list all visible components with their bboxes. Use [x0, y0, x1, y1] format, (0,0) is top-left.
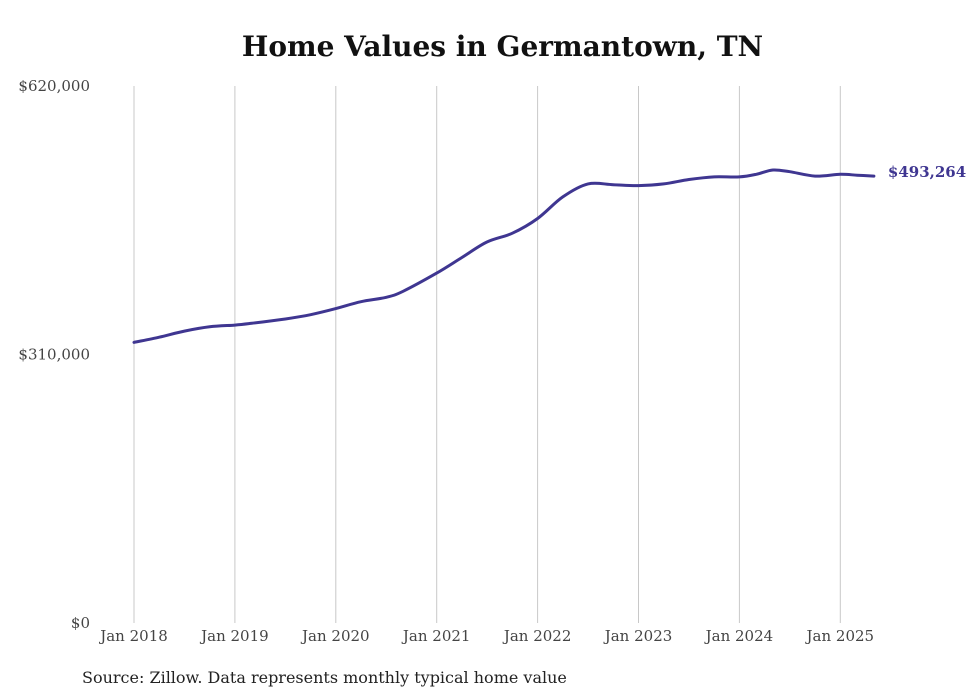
y-axis-ticks: $0 $310,000 $620,000: [18, 77, 90, 632]
x-tick-label-0: Jan 2018: [98, 627, 168, 645]
y-tick-label-2: $620,000: [18, 77, 90, 95]
source-note: Source: Zillow. Data represents monthly …: [82, 668, 567, 687]
series-line: [132, 168, 876, 344]
x-tick-label-2: Jan 2020: [300, 627, 370, 645]
end-value-label: $493,264: [888, 163, 966, 181]
x-axis-ticks: Jan 2018 Jan 2019 Jan 2020 Jan 2021 Jan 2022…: [98, 627, 874, 645]
x-tick-label-1: Jan 2019: [199, 627, 269, 645]
chart-title: Home Values in Germantown, TN: [241, 30, 764, 63]
x-tick-label-5: Jan 2023: [603, 627, 673, 645]
x-tick-label-3: Jan 2021: [401, 627, 471, 645]
y-tick-label-0: $0: [71, 614, 90, 632]
series-layer: $493,264: [132, 163, 966, 344]
x-tick-label-7: Jan 2025: [805, 627, 875, 645]
x-tick-label-4: Jan 2022: [502, 627, 572, 645]
x-tick-label-6: Jan 2024: [704, 627, 774, 645]
y-tick-label-1: $310,000: [18, 346, 90, 364]
grid-lines: [133, 86, 841, 623]
